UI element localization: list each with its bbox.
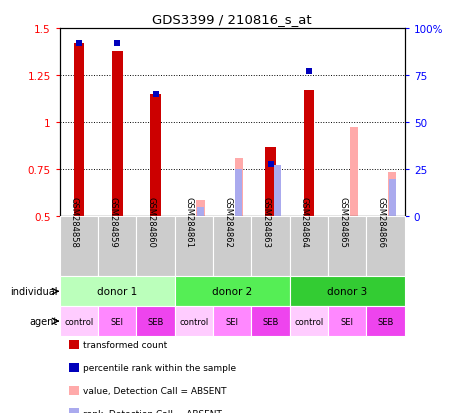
Bar <box>73 44 84 217</box>
Bar <box>196 207 203 217</box>
Text: control: control <box>64 317 93 326</box>
Text: value, Detection Call = ABSENT: value, Detection Call = ABSENT <box>83 386 226 395</box>
Bar <box>289 306 327 336</box>
Bar <box>327 306 366 336</box>
Text: GSM284863: GSM284863 <box>261 196 270 247</box>
Text: SEB: SEB <box>377 317 393 326</box>
Bar <box>289 217 327 277</box>
Text: SEI: SEI <box>340 317 353 326</box>
Bar <box>327 217 366 277</box>
Text: individual: individual <box>11 287 58 297</box>
Text: donor 1: donor 1 <box>97 287 137 297</box>
Text: transformed count: transformed count <box>83 340 167 349</box>
Text: SEI: SEI <box>111 317 123 326</box>
Bar <box>112 52 123 217</box>
Text: SEI: SEI <box>225 317 238 326</box>
Bar <box>251 306 289 336</box>
Text: control: control <box>179 317 208 326</box>
Text: SEB: SEB <box>262 317 278 326</box>
Bar <box>196 201 204 217</box>
Bar <box>98 306 136 336</box>
Title: GDS3399 / 210816_s_at: GDS3399 / 210816_s_at <box>152 13 312 26</box>
Bar <box>174 277 289 306</box>
Text: percentile rank within the sample: percentile rank within the sample <box>83 363 235 372</box>
Text: GSM284865: GSM284865 <box>337 196 347 247</box>
Bar <box>273 166 280 217</box>
Bar <box>60 306 98 336</box>
Bar <box>349 128 357 217</box>
Text: GSM284859: GSM284859 <box>108 196 117 247</box>
Bar <box>213 306 251 336</box>
Bar <box>60 217 98 277</box>
Bar <box>303 91 313 217</box>
Text: GSM284860: GSM284860 <box>146 196 155 247</box>
Bar <box>388 179 395 217</box>
Bar <box>60 277 174 306</box>
Text: donor 3: donor 3 <box>326 287 367 297</box>
Bar <box>289 277 404 306</box>
Bar <box>265 147 275 217</box>
Bar <box>234 159 242 217</box>
Bar <box>174 217 213 277</box>
Text: GSM284861: GSM284861 <box>185 196 194 247</box>
Bar <box>174 306 213 336</box>
Text: donor 2: donor 2 <box>212 287 252 297</box>
Text: control: control <box>294 317 323 326</box>
Text: rank, Detection Call = ABSENT: rank, Detection Call = ABSENT <box>83 408 221 413</box>
Text: agent: agent <box>29 316 58 326</box>
Bar <box>366 217 404 277</box>
Text: GSM284858: GSM284858 <box>70 196 79 247</box>
Bar <box>98 217 136 277</box>
Bar <box>136 306 174 336</box>
Bar <box>136 217 174 277</box>
Text: GSM284862: GSM284862 <box>223 196 232 247</box>
Bar <box>213 217 251 277</box>
Bar <box>366 306 404 336</box>
Text: SEB: SEB <box>147 317 163 326</box>
Bar <box>251 217 289 277</box>
Text: GSM284864: GSM284864 <box>299 196 308 247</box>
Bar <box>387 173 396 217</box>
Bar <box>150 95 161 217</box>
Text: GSM284866: GSM284866 <box>376 196 385 247</box>
Bar <box>235 170 242 217</box>
